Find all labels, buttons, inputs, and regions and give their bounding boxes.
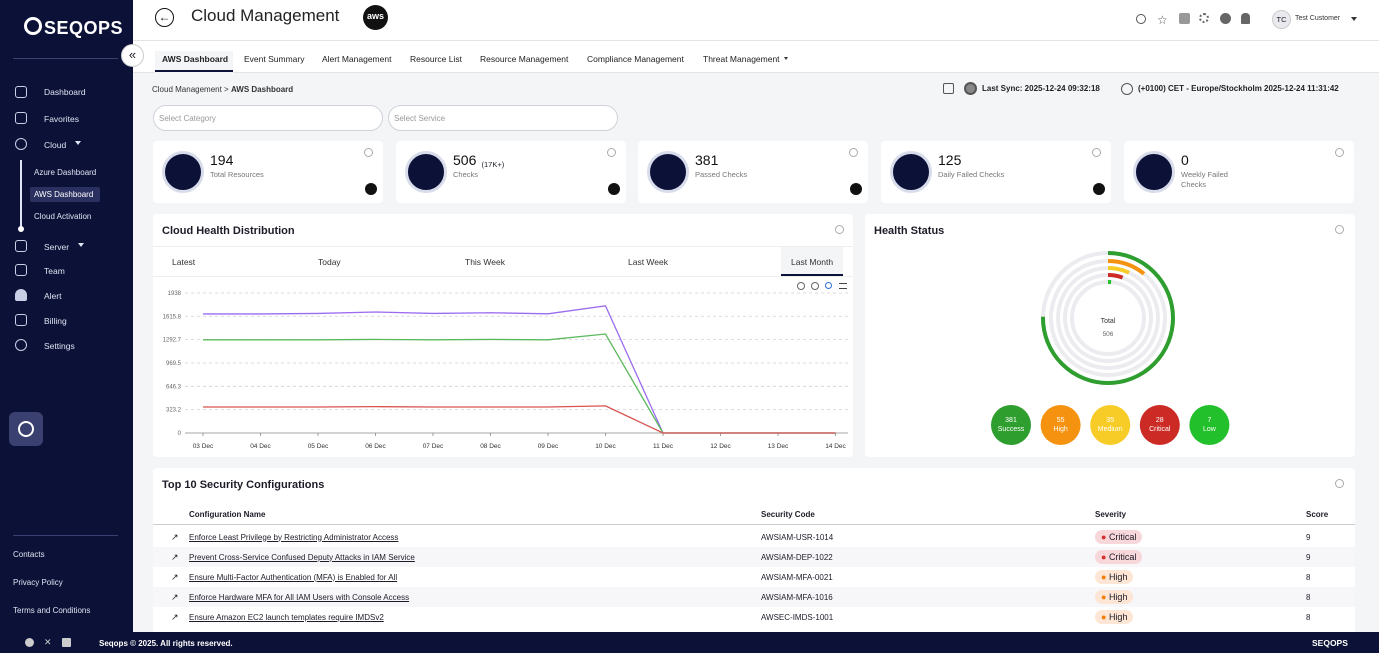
footer-logo: SEQOPS <box>1312 638 1348 648</box>
status-label: Success <box>998 426 1025 433</box>
kpi-value: 506 <box>453 152 476 168</box>
x-tick-label: 06 Dec <box>365 443 386 450</box>
linkedin-icon[interactable] <box>62 638 71 647</box>
kpi-value: 0 <box>1181 152 1189 168</box>
y-tick-label: 1615.8 <box>163 314 182 320</box>
y-tick-label: 0 <box>178 431 182 437</box>
kpi-value: 381 <box>695 152 718 168</box>
info-icon <box>1335 148 1344 157</box>
x-icon[interactable]: ✕ <box>44 637 52 648</box>
series-line <box>203 334 836 433</box>
kpi-card: 194 Total Resources <box>153 141 383 203</box>
center-total: 506 <box>1103 331 1114 338</box>
info-icon <box>364 148 373 157</box>
status-label: High <box>1053 426 1068 433</box>
x-tick-label: 05 Dec <box>308 443 329 450</box>
kpi-label: Total Resources <box>210 170 280 180</box>
y-tick-label: 323.2 <box>166 408 182 414</box>
kpi-icon <box>890 151 932 193</box>
y-tick-label: 646.3 <box>166 384 182 390</box>
center-label: Total <box>1101 318 1116 325</box>
kpi-icon <box>647 151 689 193</box>
x-tick-label: 08 Dec <box>480 443 501 450</box>
x-tick-label: 09 Dec <box>538 443 559 450</box>
x-tick-label: 12 Dec <box>710 443 731 450</box>
status-value: 7 <box>1207 417 1211 424</box>
y-tick-label: 1292.7 <box>163 338 182 344</box>
kpi-label: Checks <box>453 170 523 180</box>
status-value: 28 <box>1156 417 1164 424</box>
kpi-icon <box>162 151 204 193</box>
info-icon <box>1092 148 1101 157</box>
x-tick-label: 07 Dec <box>423 443 444 450</box>
kpi-value: 194 <box>210 152 233 168</box>
status-bubble <box>1041 405 1081 445</box>
status-bubble <box>1140 405 1180 445</box>
kpi-card: 506 (17K+)Checks <box>396 141 626 203</box>
facebook-icon[interactable] <box>25 638 34 647</box>
x-tick-label: 04 Dec <box>250 443 271 450</box>
y-tick-label: 969.5 <box>166 361 182 367</box>
x-tick-label: 10 Dec <box>595 443 616 450</box>
kpi-card: 381 Passed Checks <box>638 141 868 203</box>
kpi-card: 125 Daily Failed Checks <box>881 141 1111 203</box>
status-label: Critical <box>1149 426 1171 433</box>
status-label: Low <box>1203 426 1217 433</box>
kpi-note: (17K+) <box>482 160 505 169</box>
series-line <box>203 306 836 433</box>
kpi-label: Passed Checks <box>695 170 765 180</box>
kpi-card: 0 Weekly Failed Checks <box>1124 141 1354 203</box>
info-icon <box>849 148 858 157</box>
x-tick-label: 14 Dec <box>825 443 846 450</box>
y-tick-label: 1938 <box>168 291 182 297</box>
x-tick-label: 03 Dec <box>193 443 214 450</box>
status-bubble <box>1090 405 1130 445</box>
series-line <box>203 406 836 433</box>
kpi-icon <box>1133 151 1175 193</box>
kpi-icon <box>405 151 447 193</box>
kpi-value: 125 <box>938 152 961 168</box>
status-label: Medium <box>1098 426 1123 433</box>
info-icon <box>607 148 616 157</box>
status-bubble <box>1189 405 1229 445</box>
go-button[interactable] <box>608 183 620 195</box>
footer: ✕ Seqops © 2025. All rights reserved. SE… <box>0 632 1379 653</box>
status-value: 55 <box>1057 417 1065 424</box>
x-tick-label: 13 Dec <box>768 443 789 450</box>
go-button[interactable] <box>365 183 377 195</box>
kpi-label: Daily Failed Checks <box>938 170 1008 180</box>
copyright: Seqops © 2025. All rights reserved. <box>99 639 233 648</box>
status-bubble <box>991 405 1031 445</box>
collapse-button[interactable]: « <box>121 44 144 67</box>
status-value: 35 <box>1106 417 1114 424</box>
kpi-label: Weekly Failed Checks <box>1181 170 1251 190</box>
go-button[interactable] <box>850 183 862 195</box>
x-tick-label: 11 Dec <box>653 443 674 450</box>
go-button[interactable] <box>1093 183 1105 195</box>
status-value: 381 <box>1005 417 1017 424</box>
